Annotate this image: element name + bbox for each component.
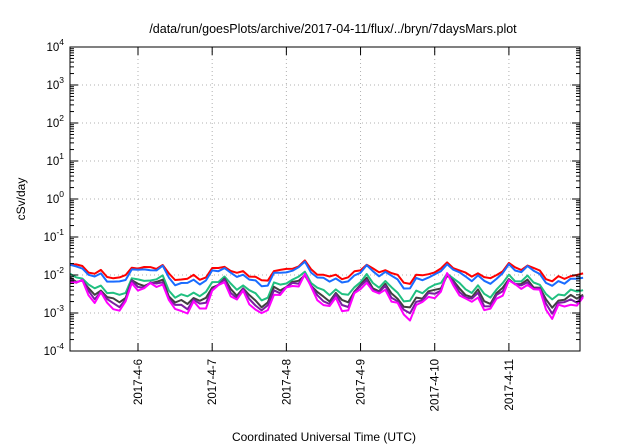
y-tick-label: 10-1 — [44, 227, 65, 244]
series-line-2 — [69, 260, 584, 290]
series-line-4 — [69, 274, 584, 309]
x-tick-label: 2017-4-7 — [207, 359, 219, 405]
x-tick-label: 2017-4-9 — [356, 359, 368, 405]
x-tick-labels: 2017-4-6 2017-4-7 2017-4-8 2017-4-9 2017-4-1… — [133, 359, 516, 411]
chart-title: /data/run/goesPlots/archive/2017-04-11/f… — [149, 22, 517, 36]
series-line-3 — [69, 270, 584, 303]
y-tick-label: 102 — [46, 113, 64, 130]
y-tick-labels: 10-4 10-3 10-2 10-1 100 101 102 103 104 — [44, 37, 65, 358]
series-layer — [69, 259, 584, 322]
ticks — [70, 46, 580, 352]
x-axis-label: Coordinated Universal Time (UTC) — [232, 430, 416, 444]
y-tick-label: 10-4 — [44, 341, 65, 358]
y-tick-label: 104 — [46, 37, 64, 54]
y-axis-label: cSv/day — [14, 178, 28, 221]
x-tick-label: 2017-4-6 — [133, 359, 145, 405]
y-tick-label: 103 — [46, 75, 64, 92]
x-tick-label: 2017-4-11 — [504, 359, 516, 411]
y-tick-label: 10-3 — [44, 303, 65, 320]
series-line-1 — [69, 259, 584, 285]
x-tick-label: 2017-4-8 — [281, 359, 293, 405]
y-tick-label: 10-2 — [44, 265, 65, 282]
y-tick-label: 101 — [46, 151, 64, 168]
series-line-5 — [69, 272, 584, 315]
series-line-6 — [70, 272, 584, 322]
x-tick-label: 2017-4-10 — [430, 359, 442, 411]
y-tick-label: 100 — [46, 189, 64, 206]
